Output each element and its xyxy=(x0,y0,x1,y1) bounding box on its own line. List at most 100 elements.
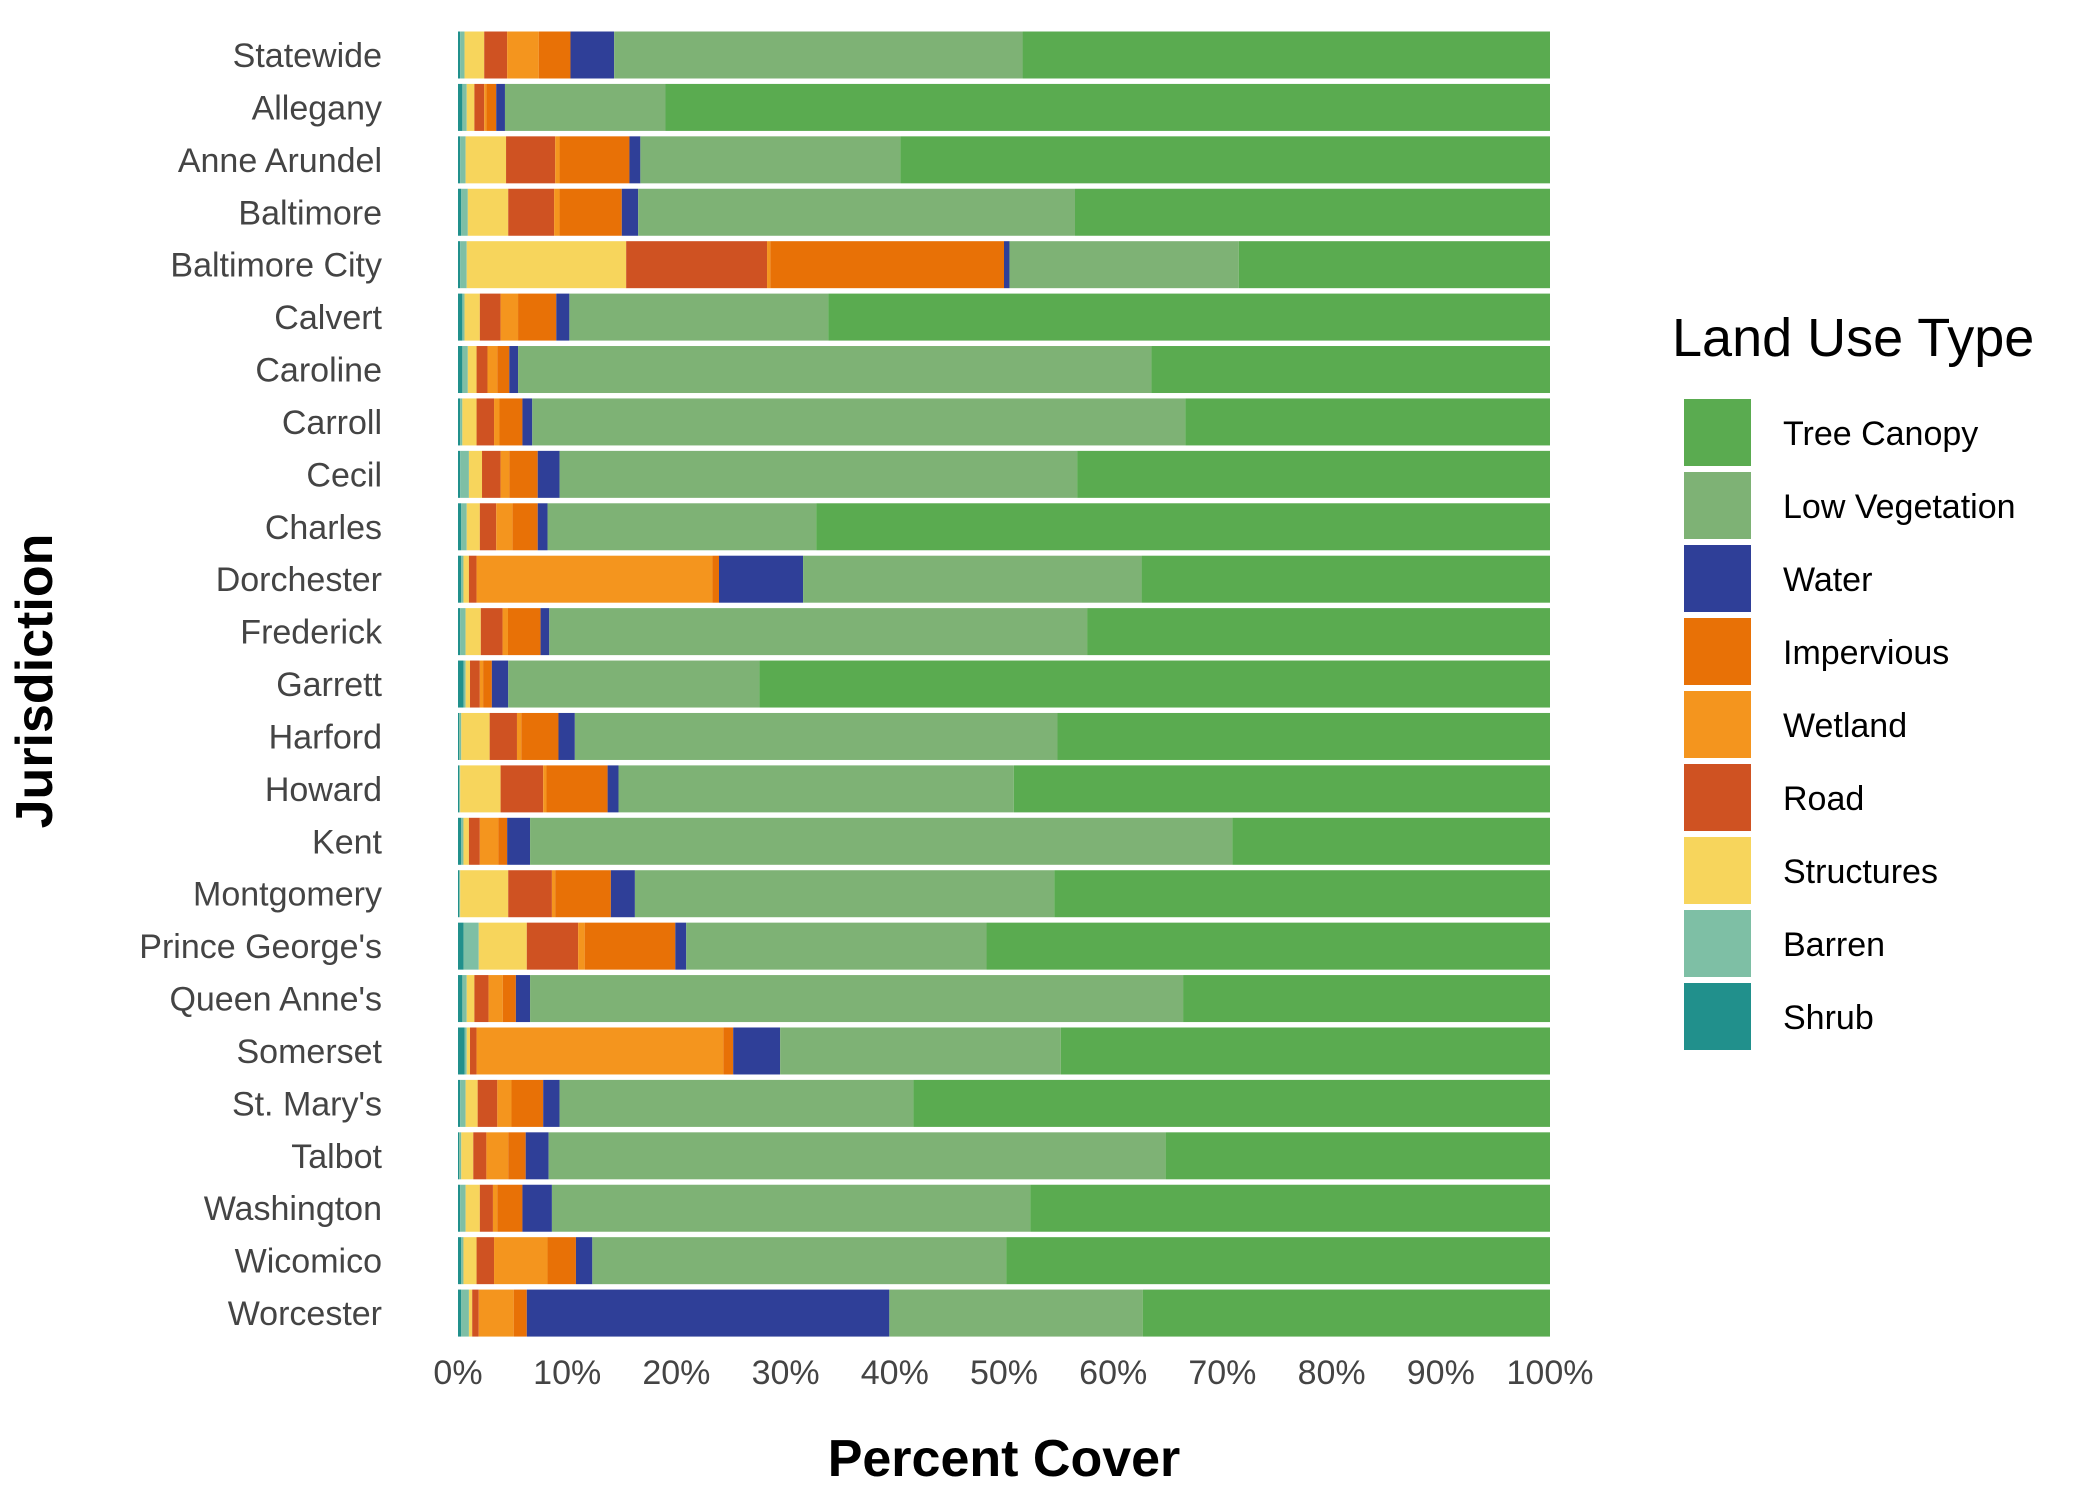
bar-segment-calvert-low-vegetation xyxy=(569,293,829,341)
bar-segment-frederick-wetland xyxy=(502,608,508,656)
legend-label: Low Vegetation xyxy=(1783,488,2016,526)
bar-segment-anne-arundel-water xyxy=(629,136,641,184)
bar-segment-charles-structures xyxy=(466,503,480,551)
bar-segment-dorchester-wetland xyxy=(476,555,713,603)
legend-swatch xyxy=(1684,399,1751,466)
bar-segment-baltimore-city-wetland xyxy=(767,241,771,289)
bar-segment-talbot-structures xyxy=(461,1132,474,1180)
legend-label: Tree Canopy xyxy=(1783,415,1978,453)
bar-segment-anne-arundel-structures xyxy=(465,136,507,184)
bar-segment-allegany-water xyxy=(496,83,505,131)
y-tick-label: Kent xyxy=(312,823,382,861)
bar-segment-carroll-wetland xyxy=(494,398,500,446)
bar-segment-washington-water xyxy=(522,1184,552,1232)
bar-segment-calvert-structures xyxy=(464,293,480,341)
bar-segment-calvert-barren xyxy=(462,293,465,341)
bar-segment-anne-arundel-wetland xyxy=(555,136,560,184)
bar-segment-harford-structures xyxy=(461,712,490,760)
bar-segment-baltimore-city-road xyxy=(626,241,768,289)
y-tick-label: Baltimore xyxy=(238,194,382,232)
bar-segment-statewide-low-vegetation xyxy=(614,31,1023,79)
bar-segment-montgomery-road xyxy=(508,870,552,918)
bar-segment-dorchester-road xyxy=(468,555,477,603)
bar-segment-montgomery-tree-canopy xyxy=(1054,870,1550,918)
bar-segment-dorchester-barren xyxy=(461,555,464,603)
bar-segment-carroll-tree-canopy xyxy=(1185,398,1550,446)
bar-segment-baltimore-structures xyxy=(467,188,509,236)
bar-segment-caroline-wetland xyxy=(487,346,498,394)
bar-segment-kent-low-vegetation xyxy=(530,817,1233,865)
bar-segment-worcester-barren xyxy=(461,1289,469,1337)
x-tick-label: 10% xyxy=(533,1354,601,1392)
bar-segment-kent-impervious xyxy=(498,817,508,865)
bar-segment-statewide-tree-canopy xyxy=(1022,31,1550,79)
bar-segment-harford-barren xyxy=(459,712,462,760)
x-tick-label: 80% xyxy=(1298,1354,1366,1392)
bar-segment-howard-water xyxy=(607,765,619,813)
bar-segment-baltimore-wetland xyxy=(554,188,560,236)
bar-segment-worcester-impervious xyxy=(513,1289,527,1337)
bar-segment-st-mary-s-shrub xyxy=(458,1079,461,1127)
bar-row-charles xyxy=(458,503,1550,551)
y-tick-label: Allegany xyxy=(252,89,382,127)
bar-segment-garrett-wetland xyxy=(479,660,484,708)
bar-segment-cecil-wetland xyxy=(500,450,510,498)
bar-segment-statewide-impervious xyxy=(538,31,571,79)
bar-row-caroline xyxy=(458,346,1550,394)
bar-row-statewide xyxy=(458,31,1550,79)
legend-item-shrub: Shrub xyxy=(1684,983,1874,1050)
y-tick-label: Washington xyxy=(204,1190,382,1228)
bar-segment-prince-george-s-tree-canopy xyxy=(986,922,1550,970)
bar-segment-allegany-road xyxy=(474,83,485,131)
bar-segment-baltimore-water xyxy=(621,188,639,236)
bar-segment-charles-low-vegetation xyxy=(547,503,817,551)
legend-label: Impervious xyxy=(1783,634,1949,672)
bar-segment-queen-anne-s-low-vegetation xyxy=(530,975,1184,1023)
legend-label: Water xyxy=(1783,561,1872,599)
bar-segment-worcester-structures xyxy=(468,1289,473,1337)
bar-segment-montgomery-shrub xyxy=(458,870,460,918)
bar-segment-montgomery-impervious xyxy=(555,870,611,918)
bar-row-carroll xyxy=(458,398,1550,446)
bar-segment-worcester-low-vegetation xyxy=(889,1289,1143,1337)
bar-segment-harford-road xyxy=(489,712,517,760)
bar-segment-montgomery-low-vegetation xyxy=(634,870,1055,918)
bar-segment-wicomico-tree-canopy xyxy=(1006,1237,1550,1285)
bar-segment-prince-george-s-shrub xyxy=(458,922,464,970)
bars-layer xyxy=(458,31,1550,1337)
bar-segment-baltimore-road xyxy=(508,188,555,236)
bar-row-frederick xyxy=(458,608,1550,656)
bar-row-worcester xyxy=(458,1289,1550,1337)
bar-segment-worcester-water xyxy=(526,1289,890,1337)
bar-segment-carroll-shrub xyxy=(458,398,461,446)
bar-segment-baltimore-city-tree-canopy xyxy=(1238,241,1550,289)
x-tick-label: 30% xyxy=(752,1354,820,1392)
legend-swatch xyxy=(1684,910,1751,977)
bar-segment-garrett-structures xyxy=(465,660,471,708)
bar-segment-worcester-tree-canopy xyxy=(1142,1289,1550,1337)
bar-segment-statewide-road xyxy=(484,31,508,79)
bar-segment-somerset-tree-canopy xyxy=(1060,1027,1550,1075)
y-tick-label: Dorchester xyxy=(216,561,382,599)
bar-segment-calvert-road xyxy=(479,293,501,341)
bar-segment-allegany-shrub xyxy=(458,83,463,131)
bar-segment-allegany-structures xyxy=(466,83,475,131)
bar-segment-garrett-barren xyxy=(463,660,466,708)
bar-segment-st-mary-s-wetland xyxy=(497,1079,512,1127)
bar-row-dorchester xyxy=(458,555,1550,603)
bar-segment-garrett-shrub xyxy=(458,660,464,708)
legend-item-structures: Structures xyxy=(1684,837,1938,904)
bar-segment-howard-structures xyxy=(460,765,501,813)
bar-row-wicomico xyxy=(458,1237,1550,1285)
bar-segment-queen-anne-s-water xyxy=(515,975,531,1023)
x-tick-label: 50% xyxy=(970,1354,1038,1392)
legend-swatch xyxy=(1684,837,1751,904)
bar-segment-kent-shrub xyxy=(458,817,462,865)
bar-segment-dorchester-tree-canopy xyxy=(1141,555,1550,603)
bar-segment-calvert-wetland xyxy=(500,293,519,341)
legend-item-water: Water xyxy=(1684,545,1872,612)
bar-segment-montgomery-wetland xyxy=(551,870,556,918)
bar-segment-queen-anne-s-barren xyxy=(462,975,467,1023)
y-tick-labels: Statewide Allegany Anne Arundel Baltimore Ba… xyxy=(139,37,383,1333)
